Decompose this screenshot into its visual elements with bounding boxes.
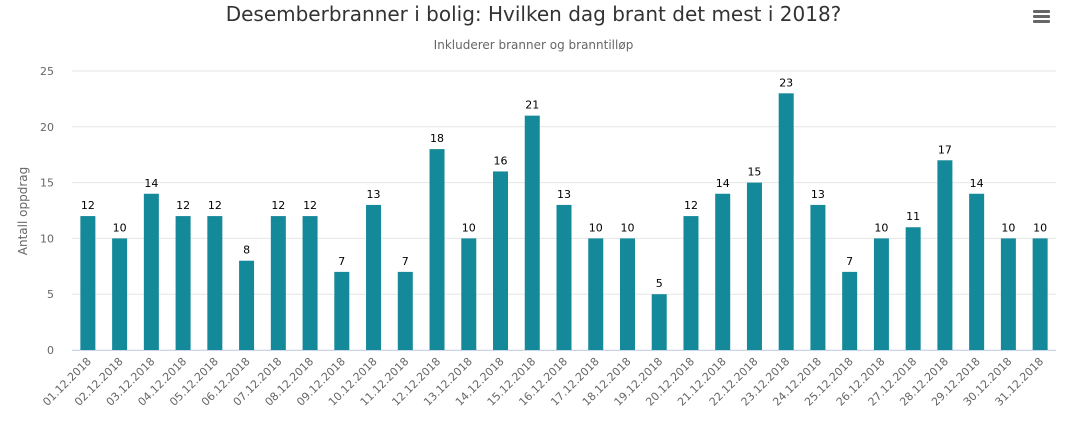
y-axis-title: Antall oppdrag	[16, 167, 30, 255]
data-label: 7	[338, 255, 345, 268]
bar[interactable]	[302, 216, 318, 350]
bar[interactable]	[397, 271, 413, 350]
data-label: 5	[656, 277, 663, 290]
data-label: 7	[402, 255, 409, 268]
data-label: 10	[589, 221, 603, 234]
bar[interactable]	[429, 149, 445, 350]
data-label: 7	[846, 255, 853, 268]
bar[interactable]	[810, 204, 826, 350]
bar[interactable]	[80, 216, 96, 350]
bar[interactable]	[461, 238, 477, 350]
bar[interactable]	[1000, 238, 1016, 350]
y-tick-label: 15	[40, 177, 54, 190]
y-tick-label: 5	[47, 288, 54, 301]
bar[interactable]	[842, 271, 858, 350]
bar[interactable]	[112, 238, 128, 350]
bar[interactable]	[778, 93, 794, 350]
data-label: 14	[970, 177, 984, 190]
data-label: 10	[1001, 221, 1015, 234]
data-label: 10	[1033, 221, 1047, 234]
data-label: 10	[113, 221, 127, 234]
bar[interactable]	[651, 294, 667, 350]
bar[interactable]	[239, 260, 255, 350]
data-label: 12	[81, 199, 95, 212]
data-label: 23	[779, 76, 793, 89]
bar[interactable]	[524, 115, 540, 350]
bar[interactable]	[270, 216, 286, 350]
data-label: 16	[494, 154, 508, 167]
y-axis: 0 5 10 15 20 25	[40, 65, 54, 357]
y-tick-label: 20	[40, 121, 54, 134]
data-label: 12	[271, 199, 285, 212]
bar[interactable]	[207, 216, 223, 350]
data-label: 13	[367, 188, 381, 201]
data-label: 21	[525, 99, 539, 112]
data-label: 15	[747, 166, 761, 179]
bar[interactable]	[969, 193, 985, 350]
data-label: 12	[208, 199, 222, 212]
chart-title: Desemberbranner i bolig: Hvilken dag bra…	[225, 2, 842, 26]
chart-subtitle: Inkluderer branner og branntilløp	[433, 38, 634, 52]
data-label: 12	[176, 199, 190, 212]
bar[interactable]	[334, 271, 350, 350]
data-label: 14	[716, 177, 730, 190]
bar[interactable]	[556, 204, 572, 350]
data-label: 10	[620, 221, 634, 234]
y-tick-label: 25	[40, 65, 54, 78]
bars	[80, 93, 1048, 350]
bar[interactable]	[493, 171, 509, 350]
hamburger-menu-icon[interactable]	[1030, 6, 1054, 26]
data-label: 8	[243, 244, 250, 257]
data-label: 10	[874, 221, 888, 234]
data-label: 10	[462, 221, 476, 234]
bar[interactable]	[175, 216, 191, 350]
bar[interactable]	[366, 204, 382, 350]
bar[interactable]	[619, 238, 635, 350]
data-label: 12	[303, 199, 317, 212]
bar[interactable]	[588, 238, 604, 350]
bar[interactable]	[683, 216, 699, 350]
bar[interactable]	[143, 193, 159, 350]
data-label: 14	[144, 177, 158, 190]
bar[interactable]	[905, 227, 921, 350]
y-tick-label: 0	[47, 344, 54, 357]
data-label: 13	[557, 188, 571, 201]
bar[interactable]	[715, 193, 731, 350]
data-label: 12	[684, 199, 698, 212]
bar[interactable]	[1032, 238, 1048, 350]
data-labels: 12 10 14 12 12 8 12 12 7 13 7 18 10 16 21 13 10 10 5 12 14 15…	[81, 76, 1047, 290]
data-label: 13	[811, 188, 825, 201]
bar[interactable]	[873, 238, 889, 350]
bar[interactable]	[937, 160, 953, 350]
x-axis: 01.12.201802.12.201803.12.201804.12.2018…	[40, 350, 1056, 409]
bar[interactable]	[746, 182, 762, 350]
y-tick-label: 10	[40, 232, 54, 245]
data-label: 18	[430, 132, 444, 145]
data-label: 17	[938, 143, 952, 156]
data-label: 11	[906, 210, 920, 223]
